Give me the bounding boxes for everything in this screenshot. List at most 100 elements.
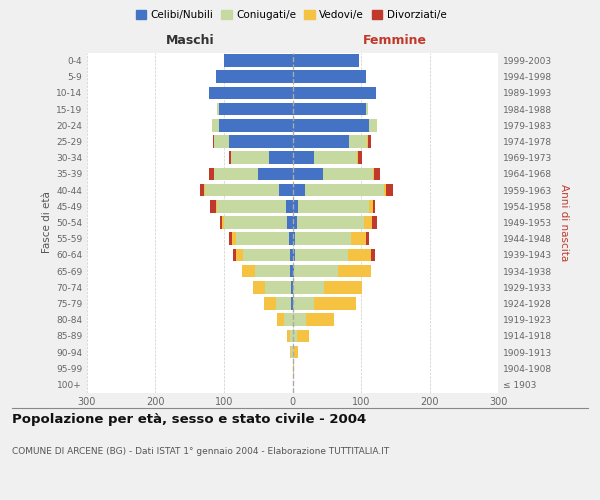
- Bar: [352, 232, 367, 245]
- Bar: [324, 281, 362, 293]
- Bar: [276, 297, 291, 310]
- Bar: [218, 103, 293, 116]
- Bar: [293, 119, 369, 132]
- Bar: [293, 297, 314, 310]
- Bar: [291, 297, 293, 310]
- Bar: [348, 248, 371, 261]
- Bar: [209, 86, 293, 100]
- Bar: [220, 216, 222, 229]
- Text: COMUNE DI ARCENE (BG) - Dati ISTAT 1° gennaio 2004 - Elaborazione TUTTITALIA.IT: COMUNE DI ARCENE (BG) - Dati ISTAT 1° ge…: [12, 448, 389, 456]
- Bar: [306, 314, 334, 326]
- Bar: [236, 232, 289, 245]
- Bar: [367, 232, 369, 245]
- Bar: [243, 248, 290, 261]
- Bar: [222, 216, 224, 229]
- Bar: [236, 248, 243, 261]
- Bar: [293, 103, 366, 116]
- Bar: [291, 346, 293, 358]
- Bar: [269, 152, 293, 164]
- Text: Maschi: Maschi: [166, 34, 214, 48]
- Bar: [305, 184, 383, 196]
- Bar: [200, 184, 204, 196]
- Bar: [294, 265, 338, 278]
- Bar: [366, 103, 368, 116]
- Bar: [290, 346, 291, 358]
- Bar: [265, 281, 291, 293]
- Legend: Celibi/Nubili, Coniugati/e, Vedovi/e, Divorziati/e: Celibi/Nubili, Coniugati/e, Vedovi/e, Di…: [131, 6, 451, 25]
- Bar: [383, 184, 386, 196]
- Bar: [232, 232, 236, 245]
- Bar: [368, 135, 371, 148]
- Bar: [338, 265, 371, 278]
- Bar: [293, 152, 314, 164]
- Bar: [279, 184, 293, 196]
- Bar: [217, 103, 218, 116]
- Bar: [291, 281, 293, 293]
- Bar: [214, 135, 229, 148]
- Bar: [298, 200, 368, 212]
- Bar: [213, 135, 214, 148]
- Bar: [314, 152, 357, 164]
- Bar: [295, 248, 348, 261]
- Bar: [293, 248, 295, 261]
- Bar: [284, 314, 293, 326]
- Bar: [293, 54, 359, 67]
- Text: Femmine: Femmine: [363, 34, 427, 48]
- Bar: [293, 135, 349, 148]
- Bar: [293, 232, 295, 245]
- Bar: [264, 297, 276, 310]
- Bar: [217, 200, 286, 212]
- Bar: [293, 200, 298, 212]
- Bar: [373, 200, 376, 212]
- Bar: [290, 248, 293, 261]
- Bar: [296, 330, 309, 342]
- Bar: [295, 232, 352, 245]
- Bar: [373, 168, 374, 180]
- Bar: [289, 232, 293, 245]
- Bar: [293, 168, 323, 180]
- Bar: [229, 232, 232, 245]
- Y-axis label: Anni di nascita: Anni di nascita: [559, 184, 569, 261]
- Bar: [204, 184, 205, 196]
- Bar: [229, 152, 231, 164]
- Bar: [293, 184, 305, 196]
- Bar: [293, 314, 306, 326]
- Bar: [293, 265, 294, 278]
- Bar: [323, 168, 373, 180]
- Text: Popolazione per età, sesso e stato civile - 2004: Popolazione per età, sesso e stato civil…: [12, 412, 366, 426]
- Bar: [214, 168, 258, 180]
- Bar: [205, 184, 279, 196]
- Bar: [364, 216, 372, 229]
- Bar: [314, 297, 356, 310]
- Bar: [216, 200, 217, 212]
- Bar: [242, 265, 255, 278]
- Bar: [224, 54, 293, 67]
- Bar: [369, 119, 377, 132]
- Bar: [296, 216, 364, 229]
- Bar: [349, 135, 367, 148]
- Bar: [357, 152, 358, 164]
- Bar: [209, 168, 214, 180]
- Bar: [290, 330, 293, 342]
- Bar: [212, 119, 218, 132]
- Bar: [293, 330, 296, 342]
- Bar: [255, 265, 290, 278]
- Bar: [293, 86, 376, 100]
- Bar: [211, 200, 216, 212]
- Bar: [229, 135, 293, 148]
- Bar: [287, 216, 293, 229]
- Bar: [286, 200, 293, 212]
- Bar: [253, 281, 265, 293]
- Bar: [367, 135, 368, 148]
- Bar: [371, 248, 375, 261]
- Bar: [293, 70, 366, 83]
- Bar: [368, 200, 373, 212]
- Bar: [224, 216, 287, 229]
- Bar: [233, 248, 236, 261]
- Bar: [358, 152, 362, 164]
- Bar: [372, 216, 377, 229]
- Y-axis label: Fasce di età: Fasce di età: [42, 192, 52, 254]
- Bar: [293, 346, 294, 358]
- Bar: [277, 314, 284, 326]
- Bar: [231, 152, 269, 164]
